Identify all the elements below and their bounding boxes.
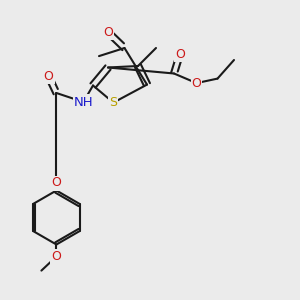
Text: O: O — [52, 176, 61, 190]
Text: S: S — [110, 96, 117, 109]
Text: O: O — [192, 76, 201, 90]
Text: O: O — [52, 250, 61, 263]
Text: O: O — [103, 26, 113, 39]
Text: O: O — [175, 47, 185, 61]
Text: O: O — [44, 70, 53, 83]
Text: NH: NH — [74, 95, 93, 109]
